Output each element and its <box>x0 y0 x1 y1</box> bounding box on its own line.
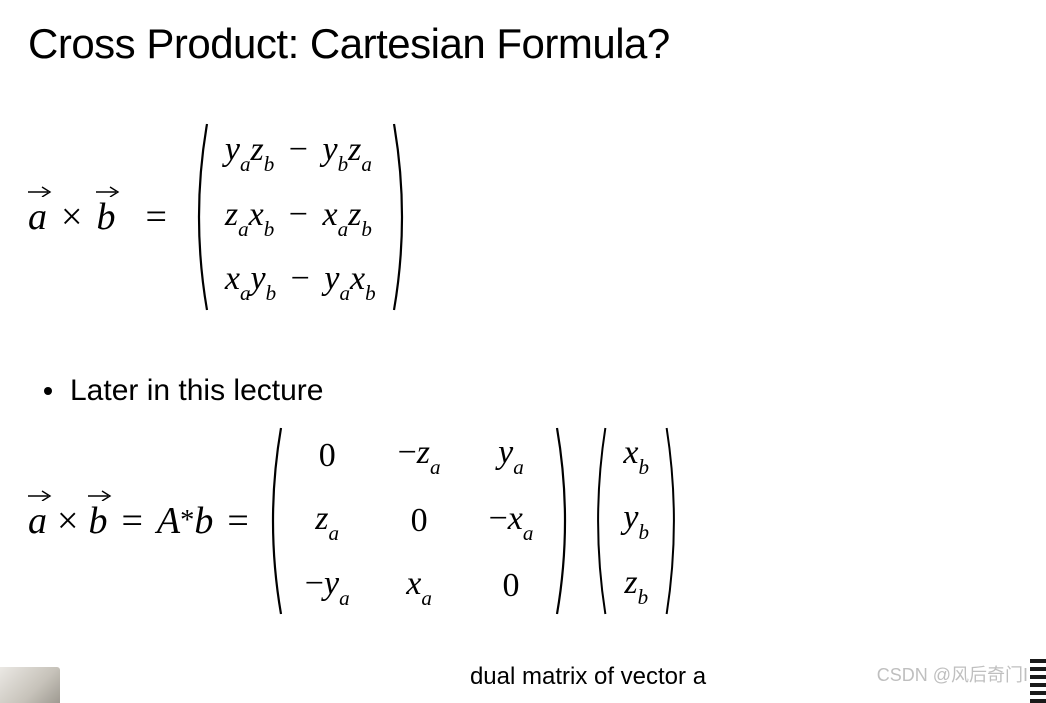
sub: b <box>264 217 275 241</box>
b-column-vector: xb yb zb <box>589 426 683 616</box>
cell: 0 <box>319 437 336 475</box>
sym: z <box>348 131 361 168</box>
vector-rows: yazb − ybza zaxb − xazb xayb − yaxb <box>211 122 390 312</box>
sub: b <box>638 585 649 609</box>
vector-row-1: yazb − ybza <box>225 131 376 174</box>
cell: 0 <box>502 567 519 605</box>
sym: z <box>624 564 637 601</box>
sub: a <box>338 217 349 241</box>
column-vector-result: yazb − ybza zaxb − xazb xayb − yaxb <box>189 122 412 312</box>
sub: b <box>639 455 650 479</box>
cell: xb <box>623 434 649 477</box>
slide-title: Cross Product: Cartesian Formula? <box>28 20 1018 68</box>
sub: a <box>240 152 251 176</box>
left-paren-icon <box>189 122 211 312</box>
vector-row-2: zaxb − xazb <box>225 196 376 239</box>
b-vector-rows: xb yb zb <box>609 426 663 616</box>
qr-fragment-icon <box>1030 659 1046 703</box>
cell: ya <box>498 434 524 477</box>
cell: zb <box>624 564 648 607</box>
minus-sign: − <box>283 131 314 168</box>
slide: Cross Product: Cartesian Formula? a × b … <box>0 0 1046 703</box>
vector-arrow-icon <box>28 489 52 501</box>
sym: x <box>249 196 264 233</box>
sub: a <box>523 521 534 545</box>
minus-sign: − <box>285 260 316 297</box>
sym: z <box>348 196 361 233</box>
sub: b <box>639 520 650 544</box>
vec-a-symbol: a <box>28 196 47 238</box>
sub: b <box>264 152 275 176</box>
vector-b: b <box>88 499 107 543</box>
left-paren-icon <box>589 426 609 616</box>
sub: a <box>329 521 340 545</box>
bullet-dot-icon <box>44 387 52 395</box>
vector-arrow-icon <box>88 489 112 501</box>
sub: a <box>339 281 350 305</box>
sym: y <box>225 131 240 168</box>
equals-sign: = <box>213 499 262 543</box>
vector-row-3: xayb − yaxb <box>225 260 376 303</box>
sub: a <box>361 152 372 176</box>
cell: za <box>315 500 339 543</box>
vector-arrow-icon <box>28 185 52 197</box>
watermark-text: CSDN @风后奇门I <box>877 661 1028 687</box>
cross-operator: × <box>47 499 88 543</box>
cross-operator: × <box>51 195 92 239</box>
sub: a <box>238 217 249 241</box>
equation-cross-product-cartesian: a × b = yazb − ybza <box>28 122 1018 312</box>
matrix-cells: 0 −za ya za 0 −xa −ya xa 0 <box>285 426 554 616</box>
cell: yb <box>623 499 649 542</box>
cell: −za <box>398 434 441 477</box>
sym: z <box>251 131 264 168</box>
bullet-later-in-lecture: Later in this lecture <box>44 374 1018 408</box>
star-superscript: * <box>180 505 194 537</box>
sub: a <box>421 586 432 610</box>
equals-sign: = <box>107 499 156 543</box>
b-symbol: b <box>194 499 213 543</box>
vector-arrow-icon <box>96 185 120 197</box>
right-paren-icon <box>390 122 412 312</box>
right-paren-icon <box>663 426 683 616</box>
matrix-A-symbol: A <box>157 499 180 543</box>
cell: 0 <box>411 502 428 540</box>
vector-a: a <box>28 499 47 543</box>
sym: y <box>623 499 638 536</box>
vector-a: a <box>28 195 47 239</box>
dual-matrix: 0 −za ya za 0 −xa −ya xa 0 <box>263 426 576 616</box>
vec-b-symbol: b <box>88 500 107 542</box>
cell: −xa <box>489 500 534 543</box>
bullet-text: Later in this lecture <box>70 374 323 408</box>
sub: b <box>365 281 376 305</box>
sub: a <box>240 281 251 305</box>
sym: z <box>225 196 238 233</box>
sym: y <box>322 131 337 168</box>
minus-sign: − <box>283 196 314 233</box>
vector-b: b <box>96 195 115 239</box>
cell: −ya <box>305 565 350 608</box>
sub: b <box>361 217 372 241</box>
sub: a <box>339 586 350 610</box>
vec-a-symbol: a <box>28 500 47 542</box>
sym: x <box>350 260 365 297</box>
sub: a <box>430 455 441 479</box>
left-paren-icon <box>263 426 285 616</box>
sub: b <box>266 281 277 305</box>
sym: x <box>225 260 240 297</box>
sym: y <box>251 260 266 297</box>
sub: a <box>513 455 524 479</box>
sym: x <box>623 434 638 471</box>
thumbnail-corner-icon <box>0 667 60 703</box>
eq1-lhs: a × b = <box>28 195 189 239</box>
sym: y <box>324 260 339 297</box>
equation-dual-matrix: a × b = A*b = 0 −za ya za 0 −xa −ya <box>28 426 1018 616</box>
cell: xa <box>406 565 432 608</box>
right-paren-icon <box>553 426 575 616</box>
sym: x <box>322 196 337 233</box>
equals-sign: = <box>119 195 188 239</box>
vec-b-symbol: b <box>96 196 115 238</box>
sub: b <box>338 152 349 176</box>
